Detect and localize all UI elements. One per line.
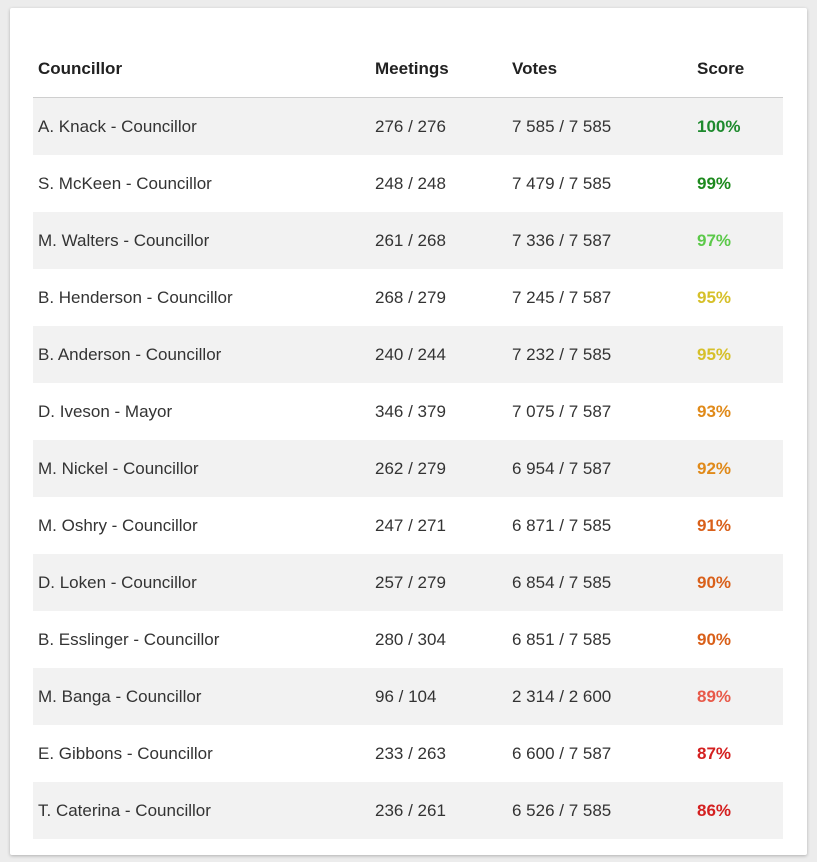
meetings-cell: 248 / 248 bbox=[375, 173, 446, 193]
votes-cell: 6 854 / 7 585 bbox=[512, 572, 612, 592]
table-row: D. Iveson - Mayor 346 / 379 7 075 / 7 587 9… bbox=[33, 383, 783, 440]
meetings-cell: 247 / 271 bbox=[375, 515, 446, 535]
meetings-cell: 276 / 276 bbox=[375, 116, 446, 136]
table-row: T. Caterina - Councillor 236 / 261 6 526 /… bbox=[33, 782, 783, 839]
table-row: M. Walters - Councillor 261 / 268 7 336 / … bbox=[33, 212, 783, 269]
header-councillor[interactable]: Councillor bbox=[33, 40, 370, 98]
table-row: B. Henderson - Councillor 268 / 279 7 245 … bbox=[33, 269, 783, 326]
votes-cell: 6 954 / 7 587 bbox=[512, 458, 612, 478]
votes-cell: 7 075 / 7 587 bbox=[512, 401, 612, 421]
score-cell: 95% bbox=[697, 344, 732, 364]
attendance-table: Councillor Meetings Votes Score A. Knack… bbox=[33, 40, 783, 839]
votes-cell: 7 232 / 7 585 bbox=[512, 344, 612, 364]
councillor-name-cell: D. Iveson - Mayor bbox=[38, 401, 173, 421]
header-row: Councillor Meetings Votes Score bbox=[33, 40, 783, 98]
score-cell: 91% bbox=[697, 515, 732, 535]
councillor-name-cell: B. Henderson - Councillor bbox=[38, 287, 233, 307]
votes-cell: 6 600 / 7 587 bbox=[512, 743, 612, 763]
score-cell: 95% bbox=[697, 287, 732, 307]
votes-cell: 7 585 / 7 585 bbox=[512, 116, 612, 136]
header-meetings[interactable]: Meetings bbox=[370, 40, 507, 98]
header-score[interactable]: Score bbox=[692, 40, 783, 98]
councillor-name-cell: T. Caterina - Councillor bbox=[38, 800, 211, 820]
score-cell: 86% bbox=[697, 800, 732, 820]
votes-cell: 6 851 / 7 585 bbox=[512, 629, 612, 649]
table-row: B. Esslinger - Councillor 280 / 304 6 851 … bbox=[33, 611, 783, 668]
meetings-cell: 257 / 279 bbox=[375, 572, 446, 592]
header-votes[interactable]: Votes bbox=[507, 40, 692, 98]
councillor-name-cell: M. Banga - Councillor bbox=[38, 686, 202, 706]
table-row: D. Loken - Councillor 257 / 279 6 854 / 7 … bbox=[33, 554, 783, 611]
table-row: B. Anderson - Councillor 240 / 244 7 232 /… bbox=[33, 326, 783, 383]
attendance-card: Councillor Meetings Votes Score A. Knack… bbox=[10, 8, 807, 855]
meetings-cell: 280 / 304 bbox=[375, 629, 446, 649]
table-row: M. Nickel - Councillor 262 / 279 6 954 / 7… bbox=[33, 440, 783, 497]
meetings-cell: 262 / 279 bbox=[375, 458, 446, 478]
score-cell: 93% bbox=[697, 401, 732, 421]
meetings-cell: 96 / 104 bbox=[375, 686, 437, 706]
score-cell: 92% bbox=[697, 458, 732, 478]
table-header: Councillor Meetings Votes Score bbox=[33, 40, 783, 98]
councillor-name-cell: B. Anderson - Councillor bbox=[38, 344, 222, 364]
table-body: A. Knack - Councillor 276 / 276 7 585 / 7 … bbox=[33, 97, 783, 839]
score-cell: 97% bbox=[697, 230, 732, 250]
score-cell: 90% bbox=[697, 572, 732, 592]
score-cell: 90% bbox=[697, 629, 732, 649]
votes-cell: 7 479 / 7 585 bbox=[512, 173, 612, 193]
score-cell: 89% bbox=[697, 686, 732, 706]
meetings-cell: 233 / 263 bbox=[375, 743, 446, 763]
votes-cell: 7 245 / 7 587 bbox=[512, 287, 612, 307]
table-row: E. Gibbons - Councillor 233 / 263 6 600 / … bbox=[33, 725, 783, 782]
councillor-name-cell: E. Gibbons - Councillor bbox=[38, 743, 213, 763]
meetings-cell: 268 / 279 bbox=[375, 287, 446, 307]
score-cell: 99% bbox=[697, 173, 732, 193]
table-row: M. Oshry - Councillor 247 / 271 6 871 / 7 … bbox=[33, 497, 783, 554]
table-row: S. McKeen - Councillor 248 / 248 7 479 / 7… bbox=[33, 155, 783, 212]
councillor-name-cell: A. Knack - Councillor bbox=[38, 116, 197, 136]
meetings-cell: 236 / 261 bbox=[375, 800, 446, 820]
councillor-name-cell: M. Walters - Councillor bbox=[38, 230, 210, 250]
councillor-name-cell: B. Esslinger - Councillor bbox=[38, 629, 220, 649]
votes-cell: 7 336 / 7 587 bbox=[512, 230, 612, 250]
meetings-cell: 240 / 244 bbox=[375, 344, 446, 364]
votes-cell: 6 526 / 7 585 bbox=[512, 800, 612, 820]
score-cell: 87% bbox=[697, 743, 732, 763]
councillor-name-cell: M. Nickel - Councillor bbox=[38, 458, 199, 478]
votes-cell: 6 871 / 7 585 bbox=[512, 515, 612, 535]
councillor-name-cell: M. Oshry - Councillor bbox=[38, 515, 198, 535]
table-row: M. Banga - Councillor 96 / 104 2 314 / 2 6… bbox=[33, 668, 783, 725]
meetings-cell: 346 / 379 bbox=[375, 401, 446, 421]
meetings-cell: 261 / 268 bbox=[375, 230, 446, 250]
votes-cell: 2 314 / 2 600 bbox=[512, 686, 612, 706]
councillor-name-cell: S. McKeen - Councillor bbox=[38, 173, 212, 193]
councillor-name-cell: D. Loken - Councillor bbox=[38, 572, 197, 592]
table-row: A. Knack - Councillor 276 / 276 7 585 / 7 … bbox=[33, 97, 783, 155]
score-cell: 100% bbox=[697, 116, 741, 136]
